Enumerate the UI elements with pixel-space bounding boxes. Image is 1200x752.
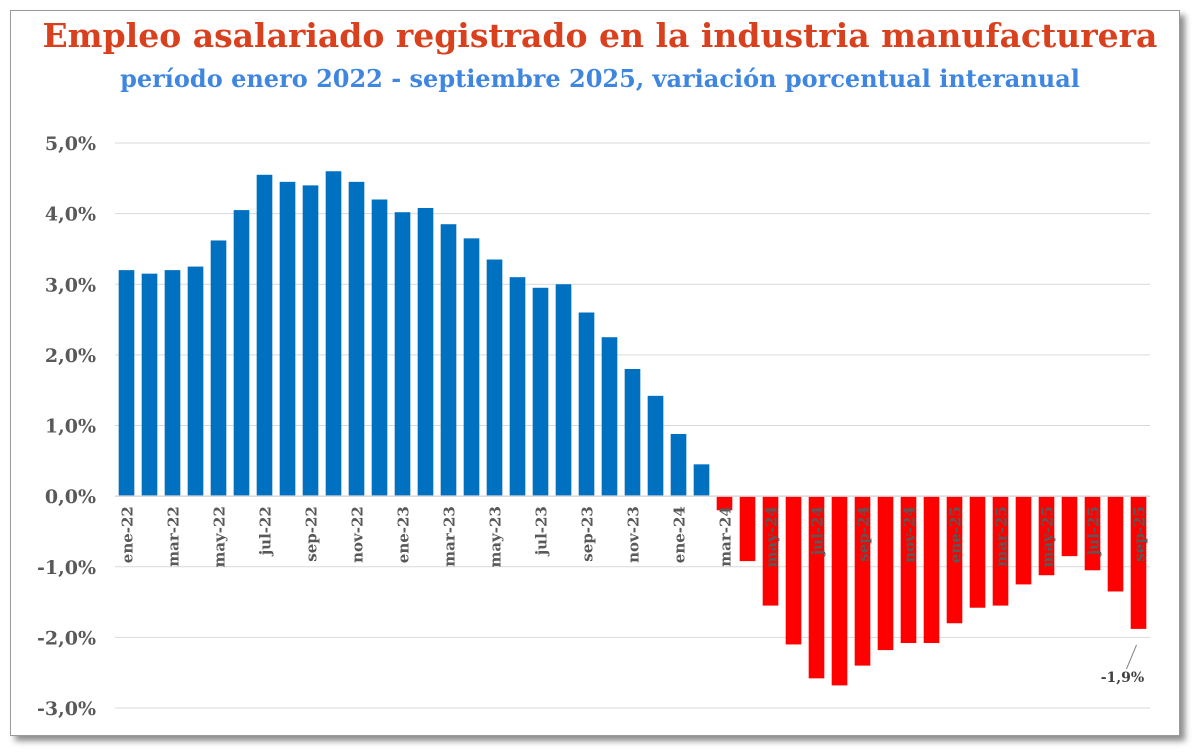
y-tick-label: 5,0% xyxy=(45,133,96,155)
bar-sep-22 xyxy=(302,185,319,497)
bar-may-23 xyxy=(486,259,503,497)
x-tick-label: sep-22 xyxy=(303,506,321,562)
bar-sep-23 xyxy=(578,312,595,497)
bar-dic-22 xyxy=(371,199,388,497)
bar-mar-22 xyxy=(164,270,181,497)
x-tick-label: nov-23 xyxy=(625,506,643,563)
x-tick-label: jul-22 xyxy=(257,506,275,557)
bar-may-22 xyxy=(210,240,227,497)
x-tick-label: may-25 xyxy=(1039,506,1057,567)
bar-jul-22 xyxy=(256,174,273,497)
bar-nov-23 xyxy=(624,369,641,497)
x-tick-label: mar-22 xyxy=(165,506,183,567)
x-tick-label: ene-22 xyxy=(119,506,137,563)
bar-feb-23 xyxy=(417,207,434,497)
bar-jul-23 xyxy=(532,287,549,497)
bars xyxy=(118,171,1147,686)
bar-mar-24 xyxy=(716,496,733,511)
x-axis: ene-22 mar-22 may-22 jul-22 sep-22 nov-22 ene-… xyxy=(119,506,1149,567)
bar-jun-22 xyxy=(233,210,250,497)
y-tick-label: -1,0% xyxy=(37,557,96,579)
y-tick-label: 3,0% xyxy=(45,274,96,296)
y-tick-label: 0,0% xyxy=(45,486,96,508)
x-tick-label: may-22 xyxy=(211,506,229,567)
x-tick-label: sep-23 xyxy=(579,506,597,562)
x-tick-label: ene-23 xyxy=(395,506,413,563)
bar-ene-22 xyxy=(118,270,135,497)
bar-oct-24 xyxy=(877,496,894,651)
bar-ago-23 xyxy=(555,284,572,497)
x-tick-label: nov-22 xyxy=(349,506,367,563)
bar-may-25 xyxy=(1038,496,1055,576)
y-tick-label: -2,0% xyxy=(37,627,96,649)
x-tick-label: jul-25 xyxy=(1085,506,1103,557)
bar-ago-25 xyxy=(1107,496,1124,592)
bar-ene-23 xyxy=(394,212,411,497)
chart-title: Empleo asalariado registrado en la indus… xyxy=(42,16,1158,55)
bar-feb-24 xyxy=(693,464,710,497)
bar-oct-23 xyxy=(601,337,618,497)
annotation: -1,9% xyxy=(1101,644,1144,686)
bar-ene-24 xyxy=(670,433,687,497)
x-tick-label: nov-24 xyxy=(901,506,919,563)
bar-abr-24 xyxy=(739,496,756,562)
bar-may-24 xyxy=(762,496,779,606)
bar-jul-24 xyxy=(808,496,825,679)
x-tick-label: mar-23 xyxy=(441,506,459,567)
bar-jul-25 xyxy=(1084,496,1101,571)
bar-jun-23 xyxy=(509,277,526,497)
x-tick-label: jul-24 xyxy=(809,506,827,557)
bar-ago-22 xyxy=(279,181,296,497)
y-tick-label: -3,0% xyxy=(37,698,96,720)
bar-jun-25 xyxy=(1061,496,1078,557)
x-tick-label: mar-25 xyxy=(993,506,1011,567)
bar-dic-24 xyxy=(923,496,940,644)
bar-mar-25 xyxy=(992,496,1009,606)
bar-nov-24 xyxy=(900,496,917,644)
bar-feb-25 xyxy=(969,496,986,608)
bar-sep-25 xyxy=(1130,496,1147,629)
x-tick-label: may-23 xyxy=(487,506,505,567)
x-tick-label: may-24 xyxy=(763,506,781,567)
bar-mar-23 xyxy=(440,224,457,497)
bar-abr-22 xyxy=(187,266,204,497)
chart-subtitle: período enero 2022 - septiembre 2025, va… xyxy=(120,64,1080,93)
bar-sep-24 xyxy=(854,496,871,666)
bar-jun-24 xyxy=(785,496,802,645)
bar-nov-22 xyxy=(348,181,365,497)
x-tick-label: mar-24 xyxy=(717,506,735,567)
bar-ene-25 xyxy=(946,496,963,624)
y-tick-label: 4,0% xyxy=(45,204,96,226)
y-axis: -3,0% -2,0% -1,0% 0,0% 1,0% 2,0% 3,0% 4,0% 5,0% xyxy=(37,133,96,720)
bar-abr-23 xyxy=(463,238,480,497)
x-tick-label: ene-24 xyxy=(671,506,689,563)
chart-frame xyxy=(10,10,1180,736)
bar-dic-23 xyxy=(647,395,664,497)
y-tick-label: 2,0% xyxy=(45,345,96,367)
bar-oct-22 xyxy=(325,171,342,497)
annotation-label: -1,9% xyxy=(1101,670,1144,686)
x-tick-label: ene-25 xyxy=(947,506,965,563)
annotation-leader xyxy=(1126,644,1137,670)
x-tick-label: sep-24 xyxy=(855,506,873,562)
y-tick-label: 1,0% xyxy=(45,416,96,438)
x-tick-label: jul-23 xyxy=(533,506,551,557)
x-tick-label: sep-25 xyxy=(1131,506,1149,562)
bar-feb-22 xyxy=(141,273,158,497)
bar-abr-25 xyxy=(1015,496,1032,585)
bar-ago-24 xyxy=(831,496,848,686)
